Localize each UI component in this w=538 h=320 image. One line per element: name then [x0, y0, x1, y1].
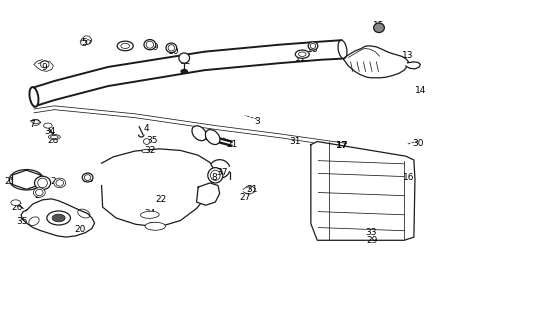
Circle shape [11, 200, 20, 205]
Text: 15: 15 [373, 21, 385, 30]
Text: 3: 3 [254, 116, 260, 126]
Text: 31: 31 [289, 137, 301, 146]
Text: 2: 2 [34, 191, 40, 200]
Text: 26: 26 [11, 203, 23, 212]
Text: 27: 27 [239, 193, 251, 202]
Text: 33: 33 [365, 228, 377, 237]
Text: 31: 31 [246, 185, 258, 194]
Text: 35: 35 [146, 136, 158, 145]
Polygon shape [343, 46, 408, 78]
Text: 5: 5 [81, 38, 87, 47]
Text: 34: 34 [44, 127, 56, 136]
Text: 13: 13 [402, 51, 413, 60]
Text: 25: 25 [5, 177, 16, 186]
Circle shape [47, 211, 70, 225]
Text: 37: 37 [216, 168, 228, 177]
Text: 28: 28 [47, 136, 59, 145]
Ellipse shape [82, 173, 93, 182]
Text: 17: 17 [335, 141, 348, 150]
Polygon shape [406, 62, 420, 69]
Polygon shape [102, 149, 214, 227]
Text: 24: 24 [144, 209, 155, 218]
Text: 9: 9 [42, 63, 47, 72]
Text: 1: 1 [37, 182, 42, 191]
Text: 30: 30 [413, 139, 424, 148]
Circle shape [52, 214, 65, 222]
Circle shape [295, 50, 309, 58]
Ellipse shape [206, 130, 220, 145]
Ellipse shape [373, 23, 384, 33]
Ellipse shape [145, 222, 165, 230]
Text: 4: 4 [144, 124, 150, 133]
Ellipse shape [179, 53, 189, 63]
Ellipse shape [142, 149, 150, 153]
Circle shape [9, 170, 44, 190]
Ellipse shape [54, 178, 66, 188]
Text: 20: 20 [74, 225, 86, 234]
Ellipse shape [140, 211, 159, 218]
Circle shape [117, 41, 133, 51]
Circle shape [181, 69, 187, 73]
Text: 36: 36 [82, 175, 94, 184]
Ellipse shape [30, 87, 39, 107]
Text: 23: 23 [148, 222, 159, 231]
Text: 21: 21 [227, 140, 238, 149]
Polygon shape [196, 183, 220, 205]
Ellipse shape [144, 139, 150, 144]
Circle shape [44, 123, 52, 128]
Text: 19: 19 [148, 43, 159, 52]
Text: 7: 7 [29, 120, 34, 130]
Ellipse shape [308, 42, 318, 50]
Ellipse shape [144, 40, 156, 50]
Ellipse shape [208, 168, 223, 183]
Ellipse shape [48, 134, 60, 140]
Ellipse shape [34, 176, 51, 190]
Ellipse shape [33, 188, 45, 197]
Text: 35: 35 [16, 217, 28, 226]
Text: 18: 18 [307, 44, 318, 54]
Ellipse shape [338, 40, 347, 59]
Text: 32: 32 [144, 146, 155, 155]
Polygon shape [311, 141, 415, 240]
Polygon shape [12, 170, 40, 189]
Text: 22: 22 [155, 195, 166, 204]
Text: 14: 14 [415, 86, 426, 95]
Text: 12: 12 [180, 57, 192, 66]
Text: 29: 29 [366, 236, 378, 245]
Text: 8: 8 [211, 173, 217, 182]
Text: 6: 6 [125, 43, 131, 52]
Text: 16: 16 [403, 173, 414, 182]
Text: 2: 2 [51, 177, 56, 186]
Ellipse shape [192, 126, 207, 141]
Polygon shape [21, 199, 95, 237]
Text: 11: 11 [295, 54, 307, 63]
Text: 10: 10 [168, 47, 179, 56]
Ellipse shape [166, 43, 176, 52]
